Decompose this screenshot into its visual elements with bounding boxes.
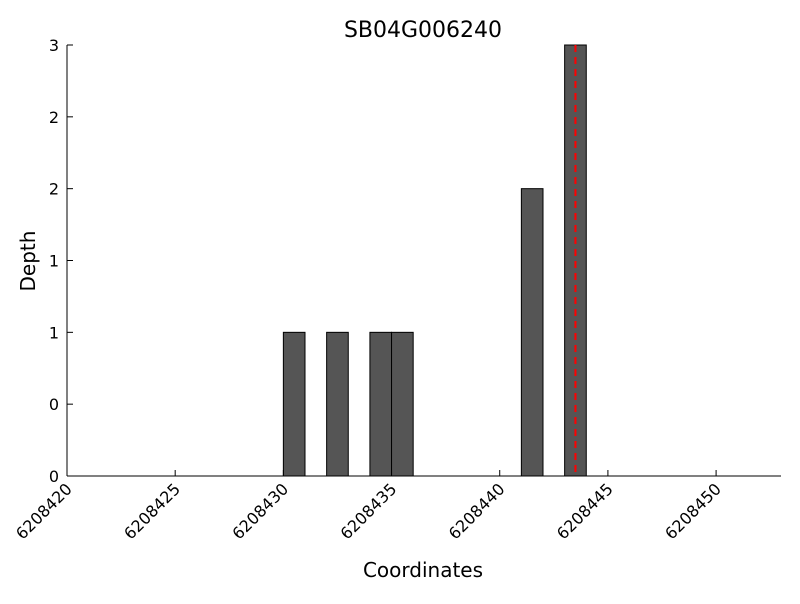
x-tick-label: 6208420 bbox=[12, 479, 76, 543]
x-tick-label: 6208450 bbox=[661, 479, 725, 543]
x-tick-label: 6208440 bbox=[445, 479, 509, 543]
x-tick-label: 6208425 bbox=[120, 479, 184, 543]
bar bbox=[391, 331, 414, 477]
x-tick-label: 6208430 bbox=[228, 479, 292, 543]
bar bbox=[369, 331, 393, 477]
y-tick-label: 2 bbox=[49, 108, 59, 127]
y-tick-label: 1 bbox=[49, 252, 59, 271]
chart-title: SB04G006240 bbox=[344, 18, 502, 43]
y-tick-label: 0 bbox=[49, 395, 59, 414]
bar bbox=[326, 331, 349, 477]
bar bbox=[282, 331, 306, 477]
y-tick-label: 3 bbox=[49, 36, 59, 55]
y-axis-label: Depth bbox=[16, 231, 40, 292]
y-tick-label: 1 bbox=[49, 323, 59, 342]
y-tick-label: 2 bbox=[49, 180, 59, 199]
y-tick-label: 0 bbox=[49, 467, 59, 486]
bar bbox=[520, 188, 544, 477]
x-tick-label: 6208435 bbox=[337, 479, 401, 543]
x-tick-label: 6208445 bbox=[553, 479, 617, 543]
x-axis-label: Coordinates bbox=[363, 558, 483, 582]
